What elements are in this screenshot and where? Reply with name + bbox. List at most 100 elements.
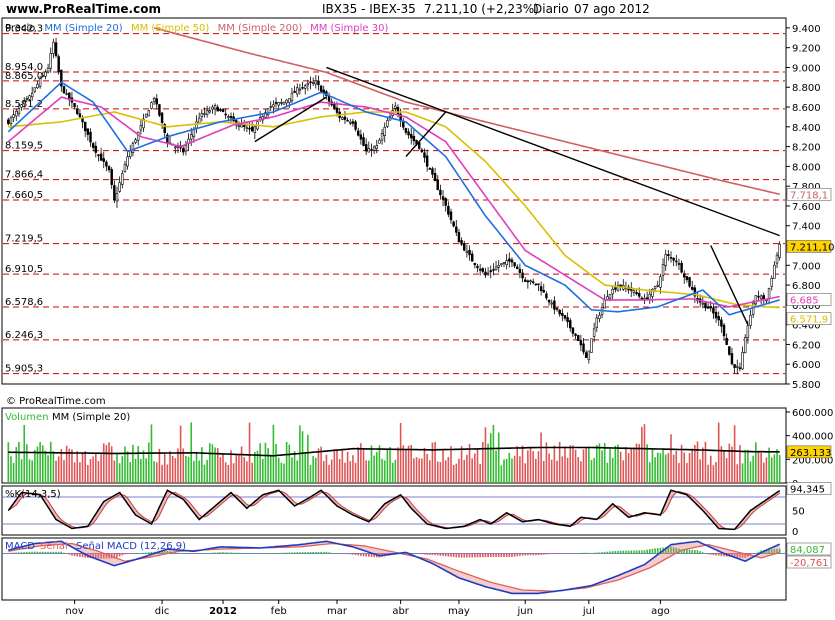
volume-bar <box>463 459 466 483</box>
sma50-line <box>8 111 780 309</box>
x-axis-tick-label: abr <box>392 606 409 617</box>
macd-histogram-bar <box>744 553 747 558</box>
volume-bar <box>755 442 757 483</box>
candle-body <box>720 319 723 327</box>
price-axis-tick-label: 8.200 <box>792 143 821 154</box>
candle-body <box>370 149 373 151</box>
volume-bar <box>474 453 476 483</box>
macd-histogram-bar <box>116 553 118 558</box>
price-legend-item: MM (Simple 30) <box>310 23 388 34</box>
macd-histogram-bar <box>256 553 259 554</box>
candle-body <box>653 286 657 289</box>
site-name[interactable]: www.ProRealTime.com <box>6 2 161 16</box>
macd-histogram-bar <box>79 553 81 557</box>
candle-body <box>197 117 201 124</box>
price-axis-tick-label: 5.800 <box>792 380 821 391</box>
macd-histogram-bar <box>63 552 65 554</box>
macd-histogram-bar <box>296 552 299 554</box>
volume-bar <box>110 446 113 483</box>
candle-body <box>359 134 363 140</box>
volume-bar <box>397 447 399 483</box>
volume-bar <box>206 459 208 483</box>
volume-bar <box>296 460 299 483</box>
volume-bar <box>744 449 747 483</box>
volume-bar <box>269 455 272 483</box>
volume-bar <box>47 455 49 483</box>
candle-body <box>465 250 469 253</box>
volume-bar <box>134 458 137 483</box>
macd-histogram-bar <box>195 553 198 554</box>
volume-bar <box>26 444 28 483</box>
volume-bar <box>317 448 320 483</box>
candle-body <box>293 90 296 93</box>
volume-bar <box>92 456 94 483</box>
macd-histogram-bar <box>341 553 344 554</box>
macd-histogram-bar <box>235 552 238 554</box>
candle-body <box>539 286 543 291</box>
macd-histogram-bar <box>142 552 145 554</box>
price-axis-tick-label: 6.200 <box>792 340 821 351</box>
candle-body <box>757 295 760 298</box>
volume-bar <box>142 450 145 483</box>
volume-bar <box>561 456 564 483</box>
macd-histogram-bar <box>55 551 57 554</box>
macd-histogram-bar <box>227 552 230 554</box>
volume-bar <box>65 445 68 483</box>
macd-histogram-bar <box>778 548 781 554</box>
candle-body <box>110 169 113 185</box>
volume-bar <box>105 445 108 483</box>
trendline <box>254 96 327 143</box>
macd-histogram-bar <box>338 553 341 554</box>
candle-body <box>704 302 707 309</box>
macd-histogram-bar <box>65 553 68 554</box>
candle-body <box>611 289 614 295</box>
candle-body <box>272 104 275 108</box>
volume-bar <box>444 460 447 483</box>
candle-body <box>481 268 485 272</box>
macd-histogram-bar <box>635 550 638 554</box>
macd-hist-badge-text: -20,761 <box>790 558 829 569</box>
volume-bar <box>336 450 338 483</box>
candle-body <box>288 98 291 103</box>
macd-histogram-bar <box>254 553 256 554</box>
macd-histogram-bar <box>720 553 723 557</box>
volume-bar <box>171 455 174 483</box>
volume-bar <box>503 459 505 483</box>
macd-histogram-bar <box>765 549 768 554</box>
volume-bar <box>558 441 561 483</box>
volume-bar <box>757 452 760 483</box>
candle-body <box>555 308 559 310</box>
volume-bar <box>182 448 185 483</box>
macd-histogram-bar <box>34 551 36 554</box>
candle-body <box>436 180 439 190</box>
price-axis-tick-label: 7.600 <box>792 202 821 213</box>
x-axis-tick-label: mar <box>327 606 348 617</box>
volume-bar <box>619 451 622 483</box>
volume-bar <box>484 427 487 483</box>
volume-bar <box>368 460 370 483</box>
volume-bar <box>121 456 124 483</box>
candle-body <box>508 258 511 262</box>
volume-bar <box>489 433 492 483</box>
candle-body <box>473 262 477 266</box>
price-legend-item: Precio <box>5 23 35 34</box>
x-axis-tick-label: feb <box>271 606 287 617</box>
candle-body <box>574 333 577 336</box>
candle-body <box>651 288 654 297</box>
macd-histogram-bar <box>659 547 662 554</box>
macd-histogram-bar <box>349 553 352 555</box>
volume-bar <box>680 444 683 483</box>
volume-bar <box>532 451 534 483</box>
macd-histogram-bar <box>272 553 275 554</box>
candle-body <box>189 134 193 140</box>
volume-bar <box>458 458 460 483</box>
candle-body <box>78 113 82 118</box>
candle-body <box>49 53 52 69</box>
candle-body <box>354 121 357 130</box>
price-axis-tick-label: 6.000 <box>792 360 821 371</box>
candle-body <box>372 146 376 151</box>
last-quote: 7.211,10 (+2,23%) <box>424 2 539 16</box>
price-legend-item: MM (Simple 200) <box>218 23 303 34</box>
macd-histogram-bar <box>148 552 150 554</box>
